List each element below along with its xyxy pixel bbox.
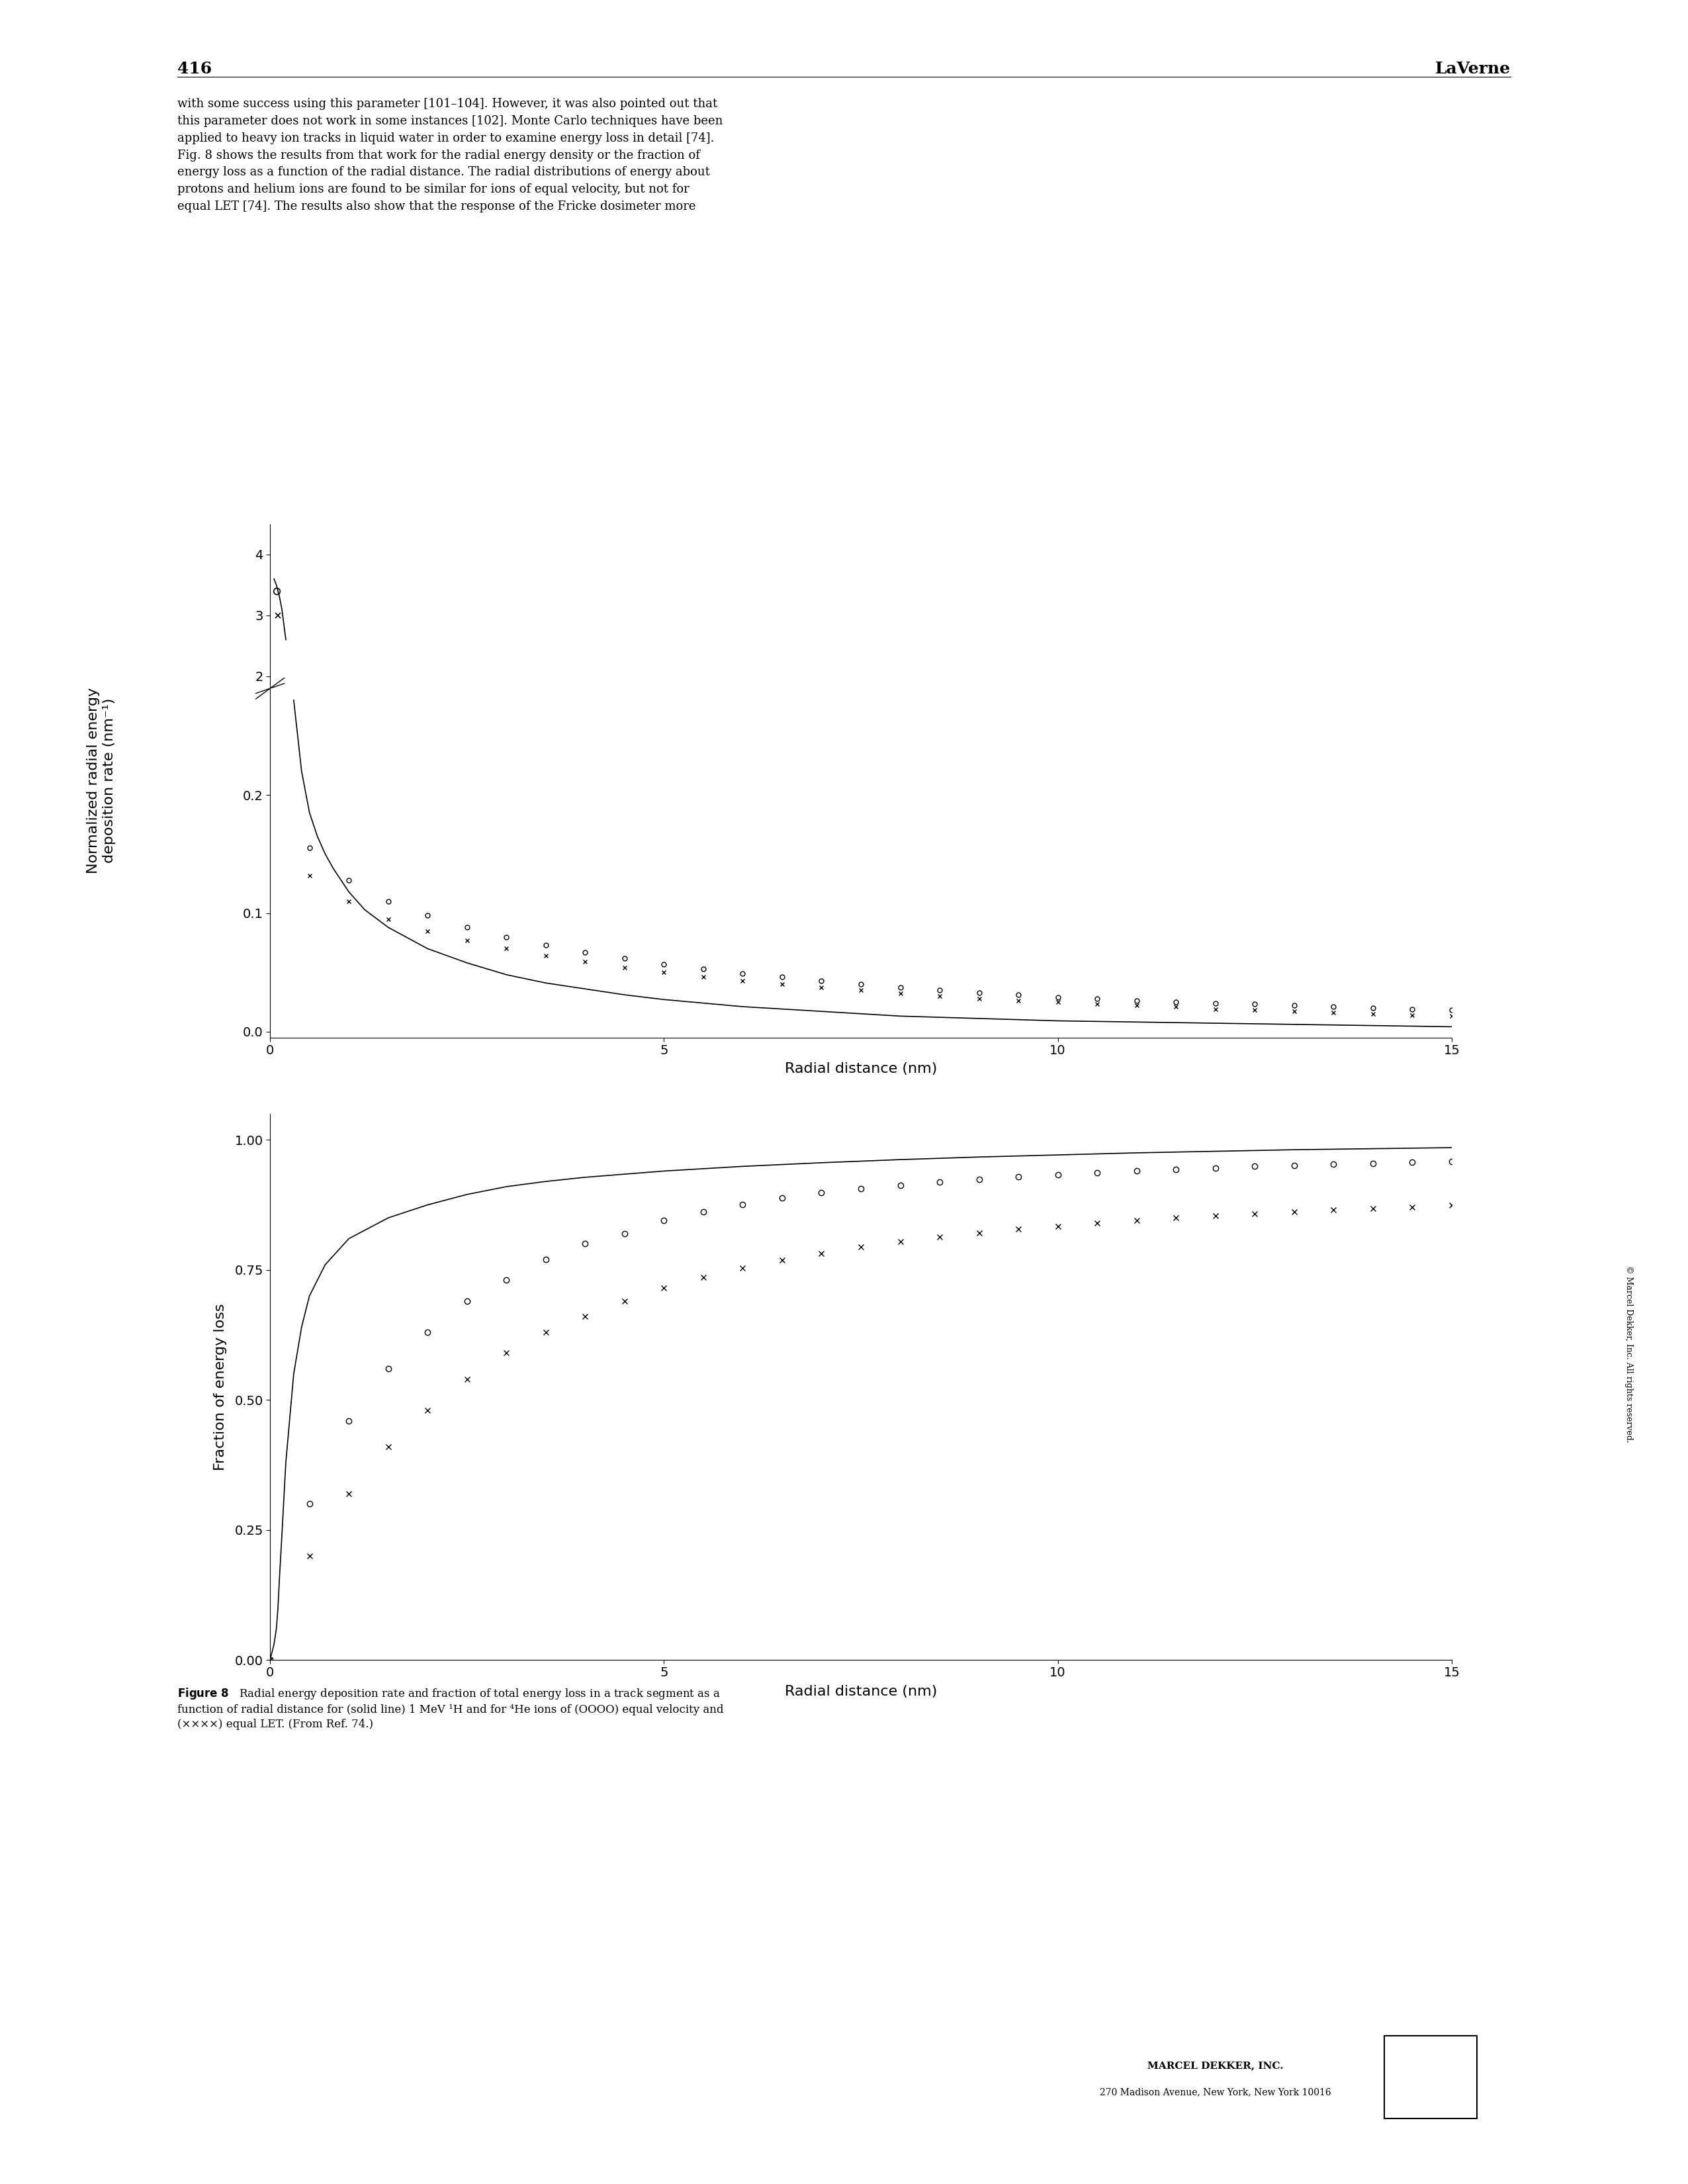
Text: LaVerne: LaVerne bbox=[1435, 61, 1511, 76]
X-axis label: Radial distance (nm): Radial distance (nm) bbox=[785, 1684, 937, 1699]
Text: $\bf{Figure\ 8}$   Radial energy deposition rate and fraction of total energy lo: $\bf{Figure\ 8}$ Radial energy depositio… bbox=[177, 1686, 724, 1730]
Text: 416: 416 bbox=[177, 61, 211, 76]
Text: © Marcel Dekker, Inc. All rights reserved.: © Marcel Dekker, Inc. All rights reserve… bbox=[1624, 1265, 1634, 1444]
Text: 270 Madison Avenue, New York, New York 10016: 270 Madison Avenue, New York, New York 1… bbox=[1099, 2088, 1332, 2097]
Text: MARCEL DEKKER, INC.: MARCEL DEKKER, INC. bbox=[1148, 2062, 1283, 2070]
Text: Normalized radial energy
deposition rate (nm⁻¹): Normalized radial energy deposition rate… bbox=[88, 688, 115, 874]
Y-axis label: Fraction of energy loss: Fraction of energy loss bbox=[214, 1304, 228, 1470]
X-axis label: Radial distance (nm): Radial distance (nm) bbox=[785, 1061, 937, 1077]
Text: with some success using this parameter [101–104]. However, it was also pointed o: with some success using this parameter [… bbox=[177, 98, 722, 212]
